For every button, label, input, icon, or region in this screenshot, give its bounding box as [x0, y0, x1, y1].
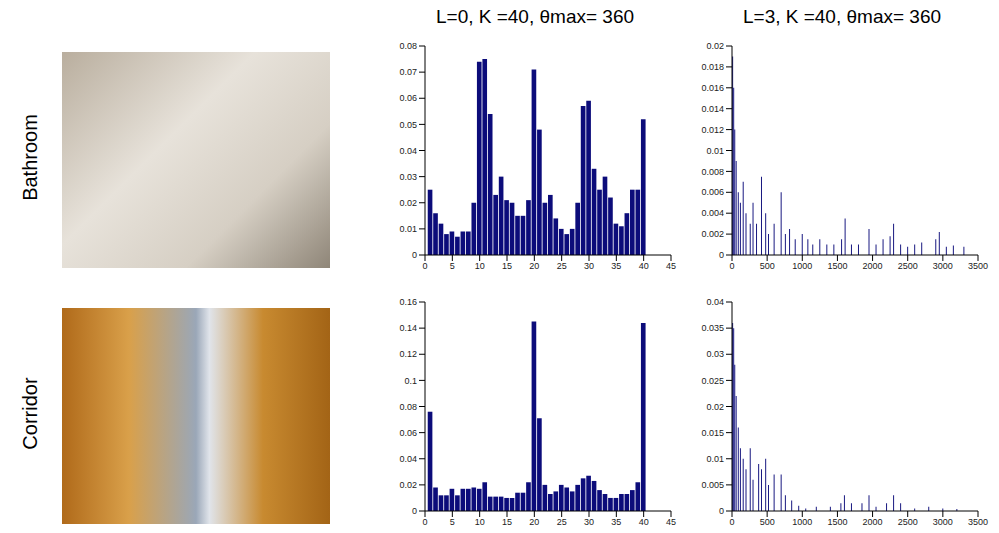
svg-text:0.02: 0.02 — [706, 41, 724, 51]
svg-text:20: 20 — [529, 261, 539, 271]
svg-text:0: 0 — [412, 250, 417, 260]
svg-text:5: 5 — [450, 517, 455, 527]
svg-text:25: 25 — [557, 261, 567, 271]
svg-text:0.01: 0.01 — [706, 454, 724, 464]
svg-text:30: 30 — [584, 517, 594, 527]
svg-text:45: 45 — [666, 261, 676, 271]
svg-text:1000: 1000 — [792, 261, 812, 271]
svg-text:35: 35 — [611, 517, 621, 527]
svg-text:35: 35 — [611, 261, 621, 271]
html-text:Corridor: Corridor — [18, 376, 41, 450]
svg-text:25: 25 — [557, 517, 567, 527]
svg-text:0.006: 0.006 — [701, 187, 724, 197]
svg-text:40: 40 — [639, 261, 649, 271]
svg-text:30: 30 — [584, 261, 594, 271]
svg-text:0.02: 0.02 — [399, 480, 417, 490]
svg-text:0.08: 0.08 — [399, 402, 417, 412]
svg-text:0.04: 0.04 — [399, 146, 417, 156]
svg-text:5: 5 — [450, 261, 455, 271]
svg-text:2000: 2000 — [863, 517, 883, 527]
svg-text:40: 40 — [639, 517, 649, 527]
svg-text:0: 0 — [719, 250, 724, 260]
svg-text:500: 500 — [760, 261, 775, 271]
svg-text:10: 10 — [475, 261, 485, 271]
svg-text:0.05: 0.05 — [399, 120, 417, 130]
svg-text:0.035: 0.035 — [701, 323, 724, 333]
svg-text:0.012: 0.012 — [701, 125, 724, 135]
svg-text:0.07: 0.07 — [399, 67, 417, 77]
svg-text:0: 0 — [422, 261, 427, 271]
svg-text:0.01: 0.01 — [399, 224, 417, 234]
svg-text:0.01: 0.01 — [706, 146, 724, 156]
html-text:Bathroom: Bathroom — [18, 113, 41, 201]
svg-text:2500: 2500 — [898, 517, 918, 527]
svg-text:0.004: 0.004 — [701, 208, 724, 218]
svg-text:0.002: 0.002 — [701, 229, 724, 239]
svg-text:20: 20 — [529, 517, 539, 527]
svg-text:0.1: 0.1 — [404, 376, 417, 386]
svg-text:0.02: 0.02 — [706, 402, 724, 412]
svg-text:3500: 3500 — [968, 517, 988, 527]
svg-text:0.005: 0.005 — [701, 480, 724, 490]
svg-text:0.04: 0.04 — [399, 454, 417, 464]
svg-text:500: 500 — [760, 517, 775, 527]
svg-text:3000: 3000 — [933, 261, 953, 271]
svg-text:10: 10 — [475, 517, 485, 527]
svg-text:0.16: 0.16 — [399, 297, 417, 307]
svg-text:0.015: 0.015 — [701, 428, 724, 438]
svg-text:0: 0 — [719, 506, 724, 516]
svg-text:15: 15 — [502, 261, 512, 271]
svg-text:0.03: 0.03 — [706, 349, 724, 359]
svg-text:0.04: 0.04 — [706, 297, 724, 307]
svg-text:0.025: 0.025 — [701, 376, 724, 386]
svg-text:2000: 2000 — [863, 261, 883, 271]
svg-text:45: 45 — [666, 517, 676, 527]
svg-text:2500: 2500 — [898, 261, 918, 271]
svg-text:0.14: 0.14 — [399, 323, 417, 333]
svg-text:0.02: 0.02 — [399, 198, 417, 208]
svg-text:0.06: 0.06 — [399, 428, 417, 438]
svg-text:0.06: 0.06 — [399, 93, 417, 103]
svg-text:0.12: 0.12 — [399, 349, 417, 359]
svg-text:0.014: 0.014 — [701, 104, 724, 114]
svg-text:3000: 3000 — [933, 517, 953, 527]
svg-text:15: 15 — [502, 517, 512, 527]
svg-text:0.016: 0.016 — [701, 83, 724, 93]
html-text:L=3, K =40, θmax= 360: L=3, K =40, θmax= 360 — [743, 6, 941, 27]
svg-text:0.008: 0.008 — [701, 167, 724, 177]
svg-text:0.03: 0.03 — [399, 172, 417, 182]
svg-text:0: 0 — [729, 261, 734, 271]
svg-text:0: 0 — [729, 517, 734, 527]
svg-text:0: 0 — [412, 506, 417, 516]
svg-text:0.018: 0.018 — [701, 62, 724, 72]
svg-text:0: 0 — [422, 517, 427, 527]
svg-text:1500: 1500 — [827, 517, 847, 527]
svg-text:0.08: 0.08 — [399, 41, 417, 51]
html-text:L=0, K =40, θmax= 360: L=0, K =40, θmax= 360 — [436, 6, 634, 27]
svg-text:3500: 3500 — [968, 261, 988, 271]
svg-text:1500: 1500 — [827, 261, 847, 271]
svg-text:1000: 1000 — [792, 517, 812, 527]
